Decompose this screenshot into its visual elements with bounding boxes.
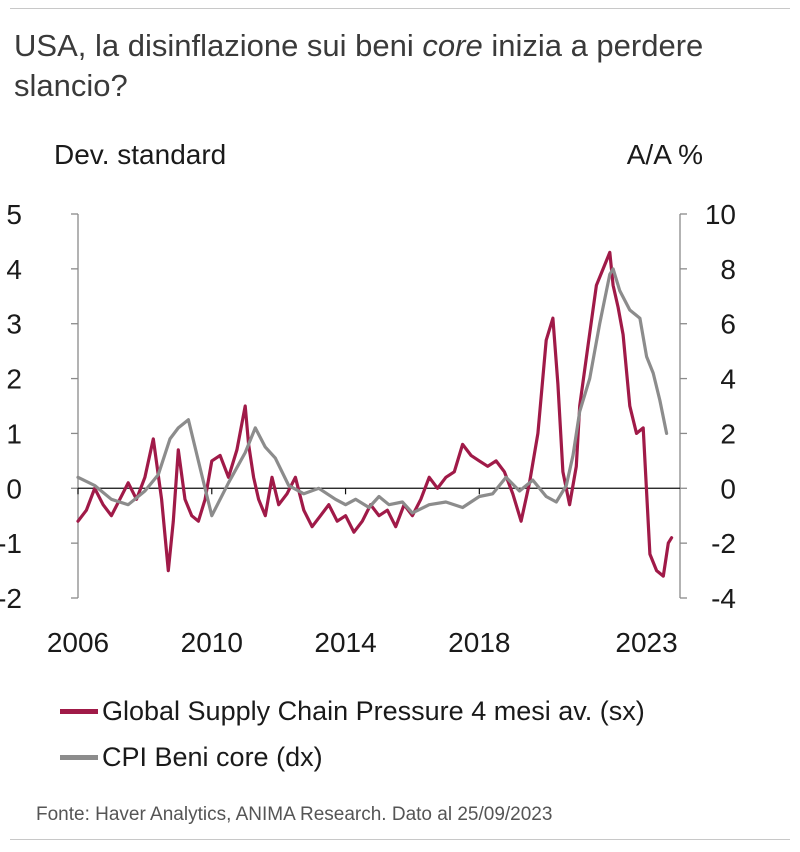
chart-title: USA, la disinflazione sui beni core iniz… [14, 26, 784, 106]
legend: Global Supply Chain Pressure 4 mesi av. … [60, 688, 645, 780]
title-part-1: USA, la disinflazione sui beni [14, 28, 423, 63]
left-tick-label: 5 [6, 199, 22, 230]
left-tick-label: 1 [6, 418, 22, 449]
x-tick-label: 2010 [181, 627, 243, 658]
x-tick-label: 2018 [448, 627, 510, 658]
legend-swatch-cpi [60, 754, 98, 760]
left-tick-label: 3 [6, 309, 22, 340]
right-tick-label: -2 [711, 528, 736, 559]
right-tick-label: 8 [720, 254, 736, 285]
right-tick-label: 10 [705, 199, 736, 230]
bottom-rule [10, 839, 790, 840]
right-axis-title: A/A % [627, 139, 703, 170]
right-tick-label: -4 [711, 583, 736, 614]
right-tick-label: 0 [720, 473, 736, 504]
right-tick-label: 6 [720, 309, 736, 340]
right-tick-label: 4 [720, 364, 736, 395]
left-tick-label: -2 [0, 583, 22, 614]
x-tick-label: 2014 [314, 627, 376, 658]
left-axis-title: Dev. standard [54, 139, 226, 170]
legend-item-gscpi: Global Supply Chain Pressure 4 mesi av. … [60, 688, 645, 734]
series-line-gscpi [76, 250, 674, 578]
legend-swatch-gscpi [60, 708, 98, 714]
title-part-2: inizia a perdere slancio? [14, 28, 704, 103]
left-tick-label: 4 [6, 254, 22, 285]
right-tick-label: 2 [720, 418, 736, 449]
left-tick-label: -1 [0, 528, 22, 559]
x-tick-label: 2023 [615, 627, 677, 658]
series-line-cpi [76, 267, 669, 518]
left-tick-label: 2 [6, 364, 22, 395]
x-tick-label: 2006 [47, 627, 109, 658]
source-note: Fonte: Haver Analytics, ANIMA Research. … [36, 804, 553, 825]
legend-label-gscpi: Global Supply Chain Pressure 4 mesi av. … [102, 695, 645, 726]
left-tick-label: 0 [6, 473, 22, 504]
legend-item-cpi: CPI Beni core (dx) [60, 734, 645, 780]
top-rule [10, 8, 790, 9]
title-emphasis: core [422, 28, 483, 63]
legend-label-cpi: CPI Beni core (dx) [102, 741, 323, 772]
